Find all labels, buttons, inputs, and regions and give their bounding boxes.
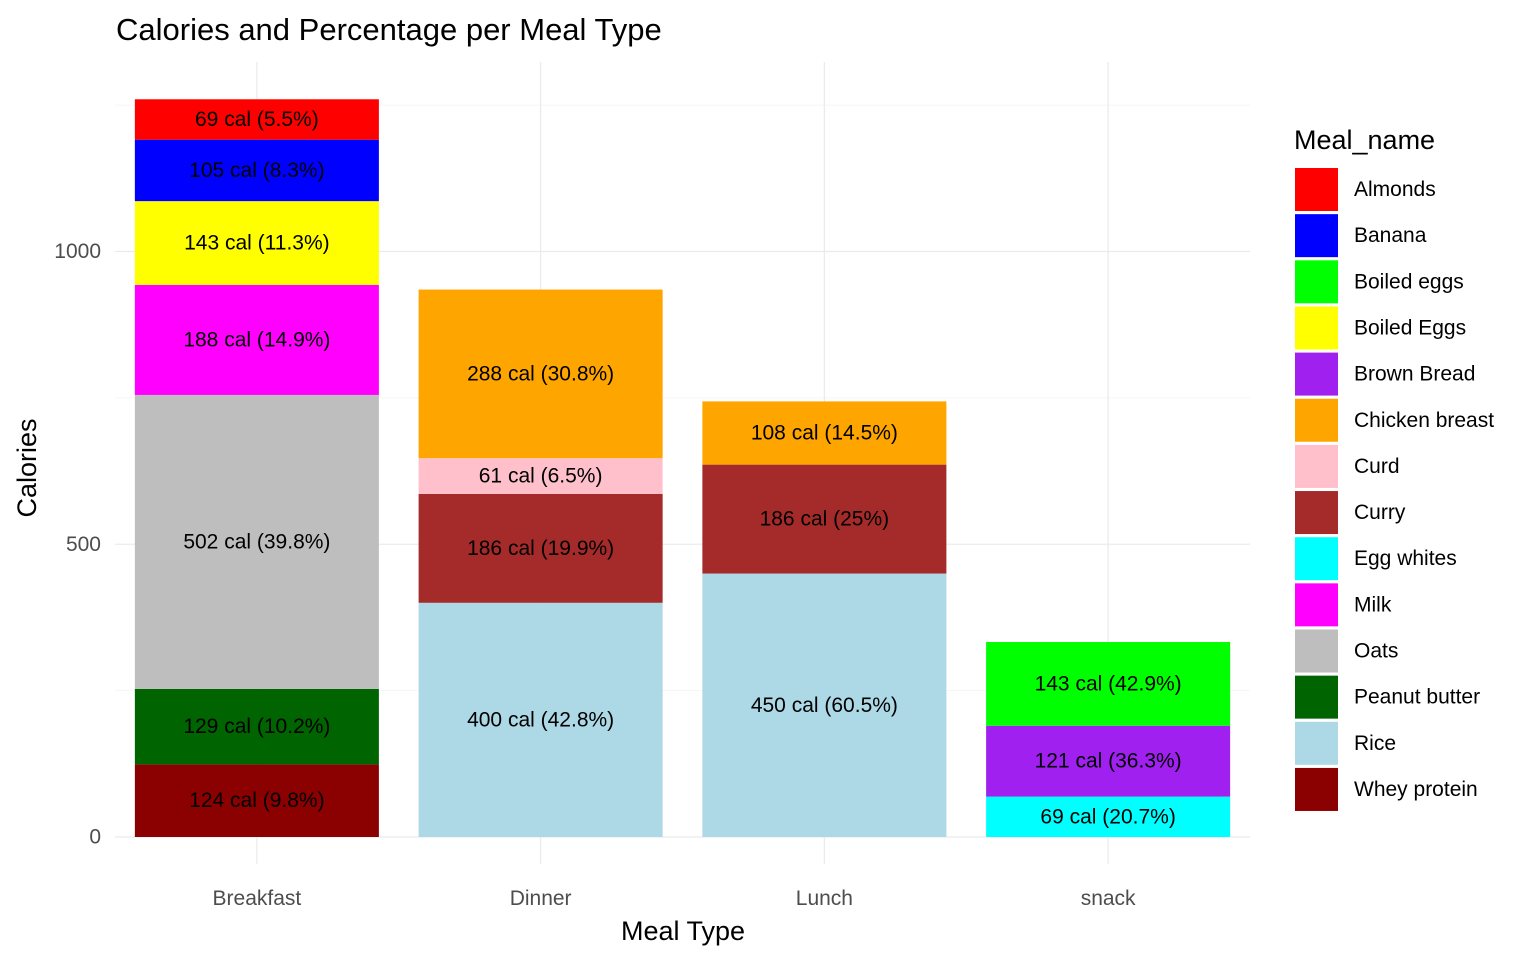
legend-item: Banana: [1295, 214, 1427, 258]
segment-data-label: 186 cal (19.9%): [467, 537, 614, 560]
legend-item: Curry: [1295, 491, 1406, 535]
legend-item: Whey protein: [1295, 767, 1478, 811]
segment-data-label: 124 cal (9.8%): [189, 789, 324, 812]
x-tick-label: Dinner: [510, 887, 572, 910]
x-tick-label: Lunch: [796, 887, 853, 910]
segment-data-label: 69 cal (5.5%): [195, 108, 319, 131]
legend-label: Banana: [1354, 224, 1427, 247]
segment-labels: 124 cal (9.8%) 129 cal (10.2%) 502 cal (39…: [183, 108, 1181, 828]
legend-label: Oats: [1354, 640, 1398, 663]
legend-swatch: [1295, 260, 1338, 304]
y-tick-label: 1000: [54, 240, 101, 263]
segment-data-label: 143 cal (11.3%): [184, 232, 330, 255]
bars: [134, 99, 1231, 837]
legend-label: Rice: [1354, 732, 1396, 755]
bar-segment-lunch-chicken-breast: [702, 401, 947, 465]
legend-item: Boiled Eggs: [1295, 306, 1466, 350]
legend-swatch: [1295, 444, 1338, 488]
bar-segment-breakfast-almonds: [134, 99, 379, 140]
segment-data-label: 121 cal (36.3%): [1035, 750, 1182, 773]
y-axis-ticks: 0 500 1000: [54, 240, 101, 849]
legend-swatch: [1295, 767, 1338, 811]
x-tick-label: Breakfast: [213, 887, 302, 910]
legend-swatch: [1295, 352, 1338, 396]
legend-label: Whey protein: [1354, 778, 1478, 801]
segment-data-label: 129 cal (10.2%): [183, 715, 330, 738]
legend-swatch: [1295, 491, 1338, 535]
legend-swatch: [1295, 168, 1338, 211]
legend-title: Meal_name: [1294, 125, 1435, 155]
segment-data-label: 502 cal (39.8%): [183, 530, 330, 553]
y-tick-label: 0: [89, 826, 101, 849]
bar-segment-breakfast-banana: [134, 139, 379, 202]
legend-item: Rice: [1295, 721, 1396, 765]
legend-item: Oats: [1295, 629, 1398, 673]
bar-segment-dinner-curry: [418, 493, 663, 603]
segment-data-label: 188 cal (14.9%): [183, 328, 330, 351]
segment-data-label: 186 cal (25%): [760, 508, 890, 531]
legend-label: Egg whites: [1354, 547, 1457, 570]
legend-swatch: [1295, 629, 1338, 673]
legend-item: Curd: [1295, 444, 1400, 488]
y-axis-title: Calories: [12, 418, 42, 517]
bar-segment-breakfast-milk: [134, 284, 379, 395]
legend-item: Brown Bread: [1295, 352, 1475, 396]
segment-data-label: 288 cal (30.8%): [467, 362, 614, 385]
legend-label: Chicken breast: [1354, 409, 1494, 432]
bar-segment-breakfast-boiled-eggs: [134, 201, 379, 285]
bar-segment-snack-egg-whites: [986, 796, 1231, 837]
bar-segment-breakfast-peanut-butter: [134, 688, 379, 765]
legend-label: Almonds: [1354, 178, 1436, 201]
segment-data-label: 105 cal (8.3%): [189, 159, 324, 182]
segment-data-label: 69 cal (20.7%): [1040, 805, 1175, 828]
legend-label: Curry: [1354, 501, 1406, 524]
legend-item: Boiled eggs: [1295, 260, 1464, 304]
bar-segment-breakfast-oats: [134, 394, 379, 689]
segment-data-label: 108 cal (14.5%): [751, 422, 898, 445]
legend-item: Peanut butter: [1295, 675, 1480, 719]
legend-swatch: [1295, 398, 1338, 442]
legend-swatch: [1295, 583, 1338, 627]
bar-segment-dinner-rice: [418, 602, 663, 837]
bar-segment-lunch-rice: [702, 573, 947, 837]
y-tick-label: 500: [66, 533, 101, 556]
x-axis-ticks: Breakfast Dinner Lunch snack: [213, 887, 1137, 910]
legend-label: Peanut butter: [1354, 686, 1480, 709]
legend-swatch: [1295, 537, 1338, 581]
segment-data-label: 143 cal (42.9%): [1035, 672, 1182, 695]
legend-swatch: [1295, 214, 1338, 258]
bar-segment-breakfast-whey-protein: [134, 764, 379, 837]
legend-item: Chicken breast: [1295, 398, 1494, 442]
legend-item: Milk: [1295, 583, 1392, 627]
legend-label: Boiled eggs: [1354, 270, 1464, 293]
segment-data-label: 400 cal (42.8%): [467, 708, 614, 731]
legend-item: Egg whites: [1295, 537, 1457, 581]
bar-segment-lunch-curry: [702, 464, 947, 574]
legend-label: Boiled Eggs: [1354, 316, 1466, 339]
bar-segment-dinner-curd: [418, 458, 663, 494]
legend-item: Almonds: [1295, 168, 1436, 211]
legend-label: Milk: [1354, 593, 1392, 616]
x-tick-label: snack: [1081, 887, 1136, 910]
legend-label: Brown Bread: [1354, 363, 1475, 386]
segment-data-label: 450 cal (60.5%): [751, 694, 898, 717]
legend-swatch: [1295, 306, 1338, 350]
chart-title: Calories and Percentage per Meal Type: [116, 12, 662, 47]
legend-label: Curd: [1354, 455, 1400, 478]
bar-segment-snack-brown-bread: [986, 725, 1231, 797]
legend-swatch: [1295, 721, 1338, 765]
bar-segment-snack-boiled-eggs: [986, 642, 1231, 726]
segment-data-label: 61 cal (6.5%): [479, 465, 603, 488]
bar-segment-dinner-chicken-breast: [418, 289, 663, 459]
x-axis-title: Meal Type: [621, 916, 745, 946]
legend: Almonds Banana Boiled eggs Boiled Eggs Brown…: [1295, 168, 1494, 811]
legend-swatch: [1295, 675, 1338, 719]
